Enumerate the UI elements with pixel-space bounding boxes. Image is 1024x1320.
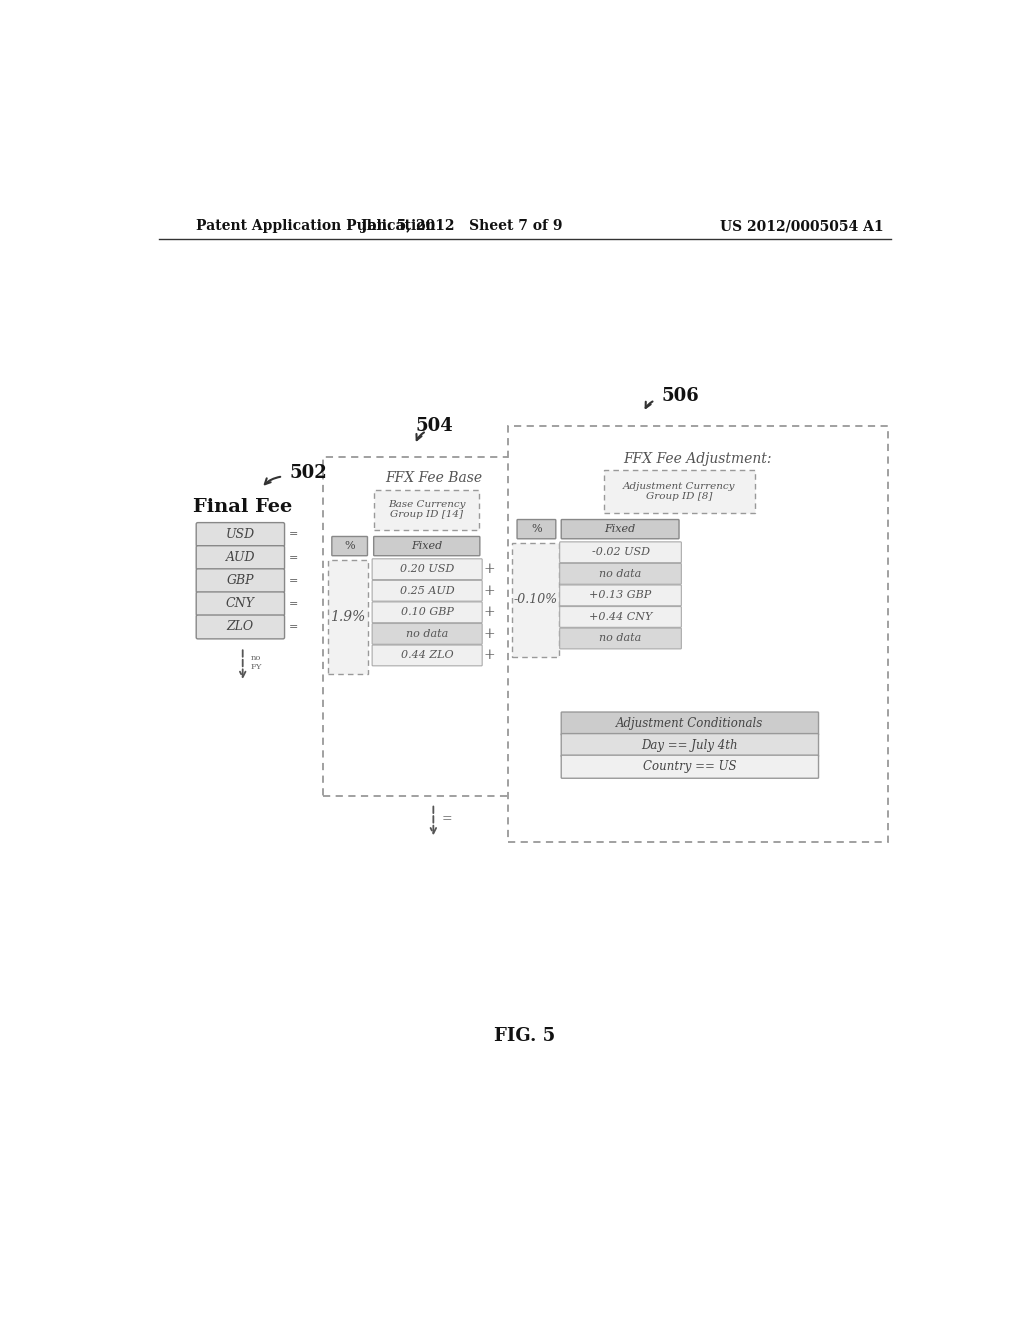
Text: +: + (483, 606, 495, 619)
Bar (604, 470, 755, 512)
Text: =: = (289, 599, 298, 609)
FancyBboxPatch shape (561, 755, 818, 779)
Text: Country == US: Country == US (643, 760, 736, 774)
FancyBboxPatch shape (197, 545, 285, 570)
Text: -0.10%: -0.10% (514, 593, 558, 606)
FancyBboxPatch shape (372, 581, 482, 601)
Text: +: + (483, 562, 495, 577)
Text: +0.13 GBP: +0.13 GBP (590, 590, 651, 601)
FancyBboxPatch shape (560, 607, 681, 627)
FancyBboxPatch shape (197, 615, 285, 639)
Text: +: + (483, 627, 495, 642)
Bar (375, 490, 479, 529)
FancyBboxPatch shape (517, 520, 556, 539)
Text: FIG. 5: FIG. 5 (495, 1027, 555, 1045)
Text: Adjustment Conditionals: Adjustment Conditionals (616, 717, 764, 730)
Text: no data: no data (599, 634, 642, 643)
Text: AUD: AUD (225, 552, 255, 564)
Text: =: = (289, 529, 298, 540)
Text: 502: 502 (289, 463, 327, 482)
FancyBboxPatch shape (560, 543, 681, 562)
Text: Day == July 4th: Day == July 4th (642, 739, 738, 751)
Text: 504: 504 (416, 417, 453, 436)
Text: Base Currency
Group ID [14]: Base Currency Group ID [14] (388, 500, 466, 519)
Text: Adjustment Currency
Group ID [8]: Adjustment Currency Group ID [8] (624, 482, 735, 502)
FancyBboxPatch shape (332, 536, 368, 556)
Text: -0.02 USD: -0.02 USD (592, 548, 649, 557)
Text: +: + (483, 648, 495, 663)
FancyBboxPatch shape (197, 591, 285, 615)
Text: 506: 506 (662, 387, 699, 404)
Text: no data: no data (407, 628, 449, 639)
Text: 0.10 GBP: 0.10 GBP (400, 607, 454, 618)
FancyBboxPatch shape (560, 628, 681, 649)
Text: =: = (289, 553, 298, 562)
FancyBboxPatch shape (197, 569, 285, 593)
Text: %: % (531, 524, 542, 535)
FancyBboxPatch shape (374, 536, 480, 556)
FancyBboxPatch shape (561, 520, 679, 539)
Text: =: = (289, 622, 298, 632)
Text: =: = (442, 813, 453, 825)
Text: =: = (289, 576, 298, 586)
Bar (508, 426, 888, 842)
Text: %: % (344, 541, 355, 550)
Text: Fixed: Fixed (604, 524, 636, 535)
FancyBboxPatch shape (372, 645, 482, 665)
Text: no data: no data (599, 569, 642, 578)
FancyBboxPatch shape (372, 623, 482, 644)
Bar (324, 457, 544, 796)
Text: Patent Application Publication: Patent Application Publication (197, 219, 436, 234)
Text: no
FY: no FY (251, 655, 262, 672)
FancyBboxPatch shape (372, 602, 482, 623)
Text: CNY: CNY (226, 598, 255, 610)
Text: Final Fee: Final Fee (194, 498, 292, 516)
Text: 0.20 USD: 0.20 USD (400, 564, 455, 574)
FancyBboxPatch shape (561, 734, 818, 756)
FancyBboxPatch shape (561, 711, 818, 735)
Text: Jan. 5, 2012   Sheet 7 of 9: Jan. 5, 2012 Sheet 7 of 9 (360, 219, 562, 234)
Text: FFX Fee Adjustment:: FFX Fee Adjustment: (624, 451, 772, 466)
Text: USD: USD (226, 528, 255, 541)
FancyBboxPatch shape (372, 558, 482, 579)
Text: US 2012/0005054 A1: US 2012/0005054 A1 (721, 219, 884, 234)
Text: 0.25 AUD: 0.25 AUD (399, 586, 455, 595)
FancyBboxPatch shape (560, 585, 681, 606)
Bar (328, 560, 369, 673)
FancyBboxPatch shape (197, 523, 285, 546)
Bar (512, 543, 559, 656)
Text: ZLO: ZLO (226, 620, 254, 634)
Text: +0.44 CNY: +0.44 CNY (589, 612, 652, 622)
Text: Fixed: Fixed (412, 541, 442, 550)
Text: GBP: GBP (226, 574, 254, 587)
FancyBboxPatch shape (560, 564, 681, 585)
Text: FFX Fee Base: FFX Fee Base (385, 471, 482, 484)
Text: +: + (483, 583, 495, 598)
Text: 1.9%: 1.9% (331, 610, 366, 623)
Text: 0.44 ZLO: 0.44 ZLO (400, 651, 454, 660)
